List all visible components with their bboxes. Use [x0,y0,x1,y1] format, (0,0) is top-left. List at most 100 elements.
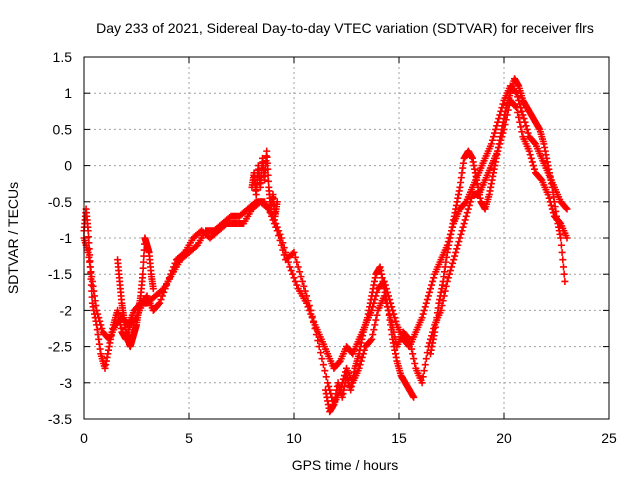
data-point [263,147,271,155]
data-point [314,337,322,345]
series-1 [80,82,571,372]
data-point [460,220,468,228]
data-point [263,153,271,161]
data-point [287,267,295,275]
data-point [300,282,308,290]
data-point [319,361,327,369]
series-5 [322,263,418,416]
y-tick-label: 1.5 [53,49,73,65]
data-point [307,310,315,318]
data-point [458,227,466,235]
data-point [409,350,417,358]
data-point [464,205,472,213]
data-point [192,242,200,250]
data-point [424,292,432,300]
data-point [293,258,301,266]
data-point [304,303,312,311]
data-point [562,204,570,212]
data-point [449,259,457,267]
data-point [453,245,461,253]
data-point [520,115,528,123]
y-tick-label: -2 [60,302,73,318]
data-point [427,285,434,293]
data-point [391,314,399,322]
data-point [369,331,377,339]
data-point [487,140,495,148]
data-point [490,133,497,141]
data-point [356,361,364,369]
data-point [273,198,281,206]
data-point [298,277,306,285]
data-point [521,118,529,126]
data-point [519,111,527,119]
data-point [318,355,326,363]
data-point [297,273,305,281]
x-tick-label: 0 [80,430,88,446]
data-point [537,175,545,183]
data-point [290,274,298,282]
x-tick-label: 10 [286,430,302,446]
y-tick-label: 0.5 [53,121,73,137]
data-point [515,113,523,121]
data-point [85,233,93,241]
data-point [317,349,325,357]
data-point [491,129,499,137]
data-point [358,353,366,361]
x-tick-label: 20 [496,430,512,446]
data-point [422,299,430,307]
data-point [445,270,453,278]
data-point [499,100,507,108]
data-point [467,194,475,202]
data-point [418,379,426,387]
data-point [422,355,430,363]
y-tick-label: -1.5 [48,266,72,282]
data-point [444,274,452,282]
data-point [410,393,418,401]
data-point [492,125,500,133]
data-point [423,349,431,357]
data-point [561,277,569,285]
data-point [404,334,412,342]
data-point [442,282,450,290]
x-tick-labels: 0 5 10 15 20 25 [80,430,617,446]
data-point [303,299,311,307]
data-point [423,296,431,304]
data-point [308,314,316,322]
data-point [430,274,438,282]
data-point [97,321,105,329]
data-point [517,104,525,112]
data-point [94,310,102,318]
data-point [488,136,496,144]
data-point [372,316,380,324]
data-point [410,355,418,363]
data-point [563,234,571,242]
data-point [273,223,281,231]
data-point [446,267,454,275]
data-point [465,201,473,209]
data-point [557,241,565,249]
data-point [524,129,532,137]
data-point [421,361,429,369]
data-point [493,122,501,130]
data-point [322,373,330,381]
data-point [139,264,147,272]
data-point [335,358,343,366]
data-point [514,109,522,117]
data-point [514,93,522,101]
x-axis-label: GPS time / hours [292,457,399,473]
data-point [156,299,164,307]
data-point [158,286,166,294]
data-point [560,270,568,278]
data-point [367,337,375,345]
data-point [459,223,467,231]
data-point [560,263,567,271]
data-point [294,263,302,271]
data-point [450,256,458,264]
x-tick-label: 15 [391,430,407,446]
data-point [530,165,538,173]
data-point [371,321,379,329]
data-point [563,205,571,213]
data-point [419,310,427,318]
data-point [559,256,567,264]
